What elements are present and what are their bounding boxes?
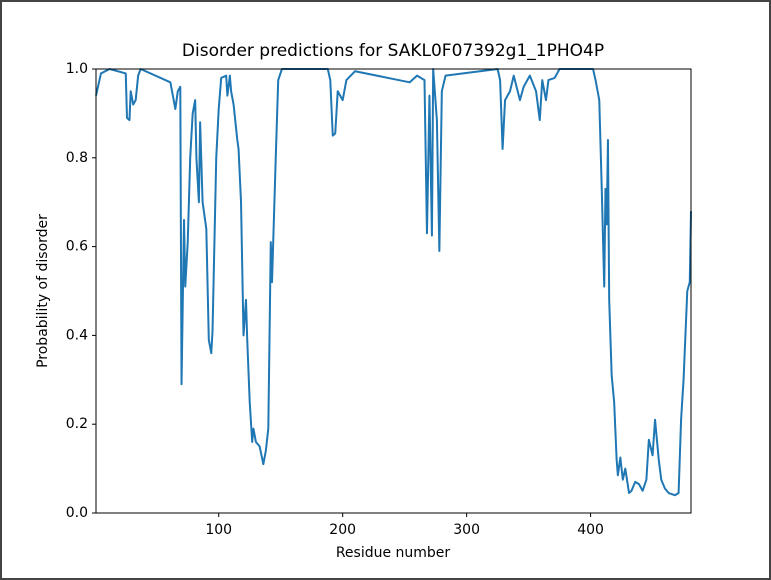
y-tick-label: 0.0 [66, 505, 88, 521]
x-tick-label: 200 [329, 522, 356, 538]
y-tick-label: 0.6 [66, 239, 88, 255]
y-axis-label: Probability of disorder [35, 214, 51, 368]
chart-title: Disorder predictions for SAKL0F07392g1_1… [182, 41, 604, 61]
y-tick-label: 0.4 [66, 327, 88, 343]
y-tick-label: 1.0 [66, 61, 88, 77]
disorder-line [95, 68, 692, 497]
plot-frame [95, 68, 692, 514]
x-axis-label: Residue number [336, 545, 451, 561]
x-tick-label: 400 [577, 522, 604, 538]
y-tick-label: 0.2 [66, 416, 88, 432]
x-tick-label: 100 [205, 522, 232, 538]
y-tick-label: 0.8 [66, 150, 88, 166]
x-tick-label: 300 [453, 522, 480, 538]
